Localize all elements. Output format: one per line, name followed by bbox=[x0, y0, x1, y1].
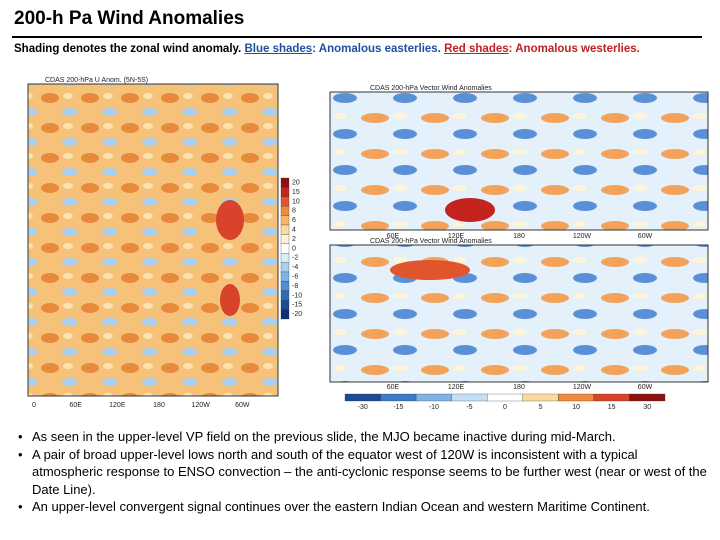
x-label: 60W bbox=[235, 402, 250, 409]
x-label: 120E bbox=[109, 402, 126, 409]
colorbar-label: -15 bbox=[393, 404, 403, 411]
map-top bbox=[329, 91, 709, 231]
colorbar-swatch bbox=[487, 393, 523, 402]
x-label: 120W bbox=[573, 384, 592, 391]
colorbar-label: 30 bbox=[643, 404, 651, 411]
subtitle: Shading denotes the zonal wind anomaly. … bbox=[14, 43, 640, 55]
colorbar-label: 20 bbox=[292, 180, 300, 187]
x-label: 60W bbox=[638, 384, 653, 391]
colorbar-label: 8 bbox=[292, 208, 296, 215]
colorbar-label: 5 bbox=[539, 404, 543, 411]
colorbar-swatch bbox=[280, 234, 290, 244]
x-label: 120E bbox=[448, 233, 465, 240]
colorbar-label: -4 bbox=[292, 264, 298, 271]
map-title: CDAS 200-hPa Vector Wind Anomalies bbox=[370, 85, 492, 92]
map-title: CDAS 200-hPa Vector Wind Anomalies bbox=[370, 238, 492, 245]
colorbar-label: -15 bbox=[292, 302, 302, 309]
x-label: 180 bbox=[513, 384, 525, 391]
colorbar-swatch bbox=[415, 393, 452, 402]
blue-text: : Anomalous easterlies. bbox=[312, 43, 445, 55]
colorbar-swatch bbox=[344, 393, 381, 402]
colorbar-swatch bbox=[280, 300, 290, 310]
title-rule bbox=[12, 36, 702, 38]
colorbar-label: -2 bbox=[292, 255, 298, 262]
x-label: 60E bbox=[387, 384, 400, 391]
colorbar-swatch bbox=[558, 393, 595, 402]
x-label: 180 bbox=[153, 402, 165, 409]
x-label: 60E bbox=[69, 402, 82, 409]
colorbar-swatch bbox=[380, 393, 417, 402]
colorbar-swatch bbox=[280, 271, 290, 282]
red-text: : Anomalous westerlies. bbox=[508, 43, 640, 55]
colorbar-swatch bbox=[280, 206, 290, 216]
colorbar-label: -8 bbox=[292, 283, 298, 290]
x-label: 60W bbox=[638, 233, 653, 240]
shading bbox=[216, 200, 244, 240]
colorbar-swatch bbox=[593, 393, 630, 402]
colorbar-swatch bbox=[280, 224, 290, 235]
x-label: 60E bbox=[387, 233, 400, 240]
x-label: 120E bbox=[448, 384, 465, 391]
colorbar-swatch bbox=[280, 309, 290, 320]
colorbar-label: 0 bbox=[292, 245, 296, 252]
slide-title: 200-h Pa Wind Anomalies bbox=[14, 8, 245, 29]
colorbar-swatch bbox=[280, 253, 290, 263]
subtitle-lead: Shading denotes the zonal wind anomaly. bbox=[14, 43, 245, 55]
red-key: Red shades bbox=[444, 43, 509, 55]
colorbar-swatch bbox=[629, 393, 666, 402]
colorbar-swatch bbox=[280, 215, 290, 226]
colorbar-swatch bbox=[280, 262, 290, 273]
colorbar-label: -5 bbox=[466, 404, 472, 411]
colorbar-label: 0 bbox=[503, 404, 507, 411]
figure: CDAS 200-hPa U Anom. (5N-5S) CDAS 200-hP… bbox=[27, 76, 709, 411]
colorbar-swatch bbox=[280, 177, 290, 188]
bullet: A pair of broad upper-level lows north a… bbox=[18, 446, 708, 499]
colorbar-label: 15 bbox=[608, 404, 616, 411]
blue-key: Blue shades bbox=[244, 43, 313, 55]
colorbar-swatch bbox=[280, 187, 290, 197]
colorbar-swatch bbox=[522, 393, 559, 402]
bullet: As seen in the upper-level VP field on t… bbox=[18, 428, 708, 446]
x-label: 120W bbox=[573, 233, 592, 240]
x-label: 180 bbox=[513, 233, 525, 240]
colorbar-label: 2 bbox=[292, 236, 296, 243]
bullet-list: As seen in the upper-level VP field on t… bbox=[18, 428, 708, 516]
colorbar-label: -10 bbox=[429, 404, 439, 411]
hovmoller-plot bbox=[27, 83, 279, 397]
colorbar-swatch bbox=[280, 290, 290, 301]
colorbar-swatch bbox=[451, 393, 488, 402]
colorbar-swatch bbox=[280, 281, 290, 291]
colorbar-label: -30 bbox=[358, 404, 368, 411]
colorbar-label: 10 bbox=[572, 404, 580, 411]
colorbar-label: 4 bbox=[292, 227, 296, 234]
colorbar-label: -6 bbox=[292, 274, 298, 281]
map-bottom bbox=[329, 244, 709, 383]
x-label: 120W bbox=[192, 402, 211, 409]
shading bbox=[390, 260, 470, 280]
hovmoller-title: CDAS 200-hPa U Anom. (5N-5S) bbox=[45, 77, 148, 84]
colorbar-label: 10 bbox=[292, 198, 300, 205]
shading bbox=[220, 284, 240, 316]
colorbar-label: 6 bbox=[292, 217, 296, 224]
colorbar-label: -10 bbox=[292, 292, 302, 299]
colorbar-label: 15 bbox=[292, 189, 300, 196]
bullet: An upper-level convergent signal continu… bbox=[18, 498, 708, 516]
colorbar-swatch bbox=[280, 196, 290, 207]
colorbar-label: -20 bbox=[292, 311, 302, 318]
colorbar-swatch bbox=[280, 243, 290, 254]
x-label: 0 bbox=[32, 402, 36, 409]
shading bbox=[445, 198, 495, 222]
